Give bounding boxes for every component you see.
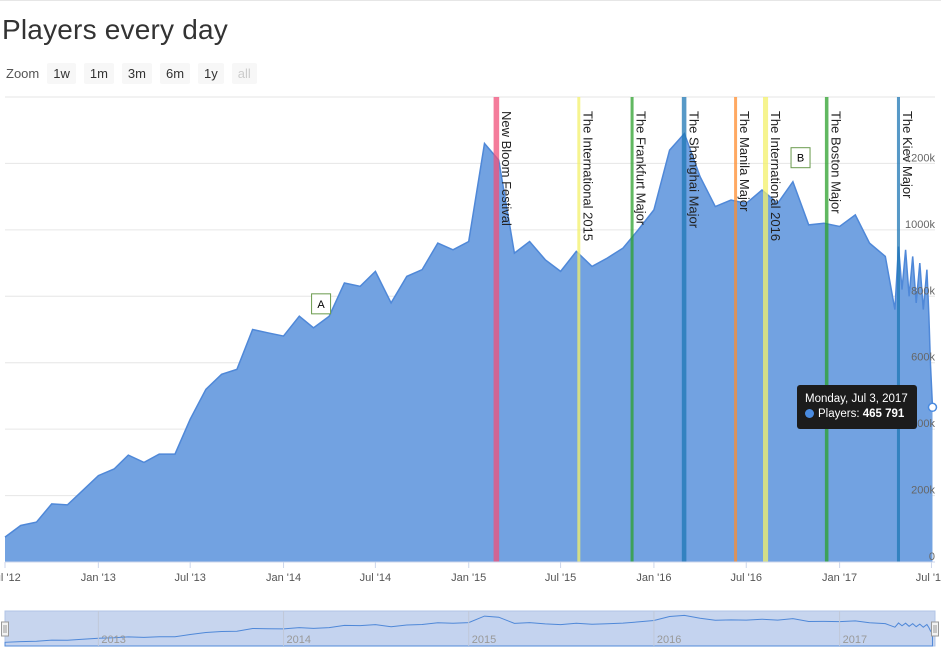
- event-label-6: The Boston Major: [828, 111, 843, 214]
- event-band-3: [681, 97, 687, 562]
- x-tick-label-5: Jan '15: [451, 572, 486, 584]
- x-tick-label-8: Jul '16: [731, 572, 762, 584]
- y-tick-label-4: 800k: [911, 285, 935, 297]
- navigator-year-label-4: 2017: [843, 634, 867, 646]
- x-tick-label-1: Jan '13: [81, 572, 116, 584]
- y-tick-label-1: 200k: [911, 485, 935, 497]
- zoom-label: Zoom: [6, 65, 40, 81]
- event-label-7: The Kiev Major: [900, 111, 915, 199]
- chart-title: Players every day: [2, 14, 228, 45]
- event-band-0: [493, 97, 500, 562]
- event-band-2: [630, 97, 634, 562]
- y-tick-label-0: 0: [929, 551, 935, 563]
- zoom-3m-button[interactable]: 3m: [121, 62, 152, 84]
- event-label-1: The International 2015: [580, 111, 595, 241]
- data-tooltip: Monday, Jul 3, 2017 Players: 465 791: [797, 385, 917, 429]
- top-divider: [0, 0, 941, 1]
- event-label-4: The Manila Major: [737, 111, 752, 212]
- x-tick-label-3: Jan '14: [266, 572, 301, 584]
- event-band-5: [763, 97, 769, 562]
- flag-label-1: B: [797, 153, 804, 165]
- y-tick-label-2: 400k: [911, 418, 935, 430]
- navigator-year-label-3: 2016: [657, 634, 681, 646]
- tooltip-row: Players: 465 791: [805, 407, 909, 422]
- players-line: [4, 132, 934, 538]
- tooltip-series: Players:: [818, 408, 860, 420]
- navigator-year-label-1: 2014: [287, 634, 311, 646]
- zoom-1w-button[interactable]: 1w: [47, 62, 76, 84]
- event-band-1: [577, 97, 581, 562]
- zoom-toolbar: Zoom 1w 1m 3m 6m 1y all: [6, 62, 265, 84]
- zoom-6m-button[interactable]: 6m: [159, 62, 191, 84]
- hover-point-marker: [927, 402, 938, 413]
- navigator-year-label-0: 2013: [101, 634, 125, 646]
- zoom-1m-button[interactable]: 1m: [83, 62, 114, 84]
- navigator-left-handle[interactable]: [1, 621, 9, 637]
- navigator-right-handle[interactable]: [931, 621, 939, 637]
- flag-box-0: [311, 293, 332, 315]
- series-dot-icon: [805, 409, 814, 418]
- flag-label-0: A: [317, 299, 325, 311]
- x-tick-label-10: Jul '17: [916, 572, 941, 584]
- x-tick-label-4: Jul '14: [360, 572, 391, 584]
- event-band-4: [734, 97, 738, 562]
- zoom-all-button[interactable]: all: [231, 62, 257, 84]
- zoom-1y-button[interactable]: 1y: [198, 62, 224, 84]
- event-label-3: The Shanghai Major: [686, 111, 701, 229]
- event-label-5: The International 2016: [768, 111, 783, 241]
- y-tick-label-5: 1000k: [905, 219, 935, 231]
- event-band-7: [896, 97, 900, 562]
- x-tick-label-0: Jul '12: [0, 572, 21, 584]
- event-band-6: [824, 97, 829, 562]
- navigator-year-label-2: 2015: [472, 634, 496, 646]
- x-tick-label-7: Jan '16: [636, 572, 671, 584]
- x-tick-label-9: Jan '17: [822, 572, 857, 584]
- y-tick-label-6: 1200k: [905, 152, 935, 164]
- x-tick-label-2: Jul '13: [174, 572, 205, 584]
- tooltip-date: Monday, Jul 3, 2017: [805, 393, 908, 405]
- y-tick-label-3: 600k: [911, 352, 935, 364]
- tooltip-value: 465 791: [862, 408, 905, 420]
- flag-box-1: [790, 147, 811, 169]
- x-tick-label-6: Jul '15: [545, 572, 576, 584]
- event-label-2: The Frankfurt Major: [634, 111, 649, 226]
- players-area: [5, 133, 933, 562]
- event-label-0: New Bloom Festival: [499, 111, 514, 226]
